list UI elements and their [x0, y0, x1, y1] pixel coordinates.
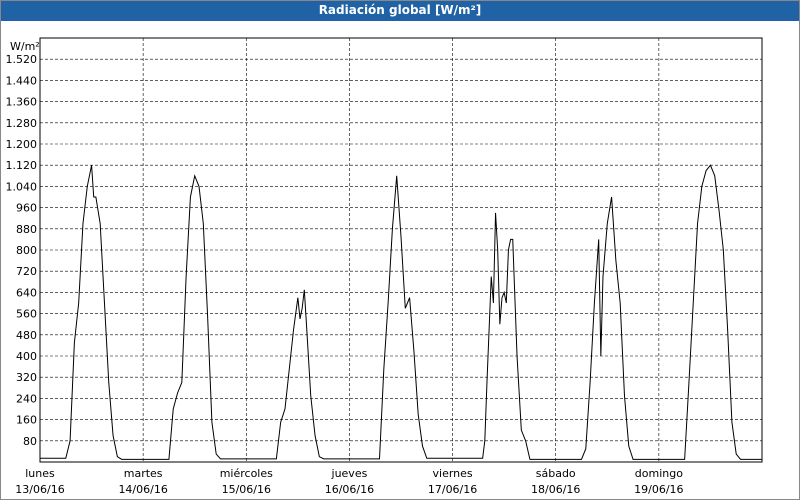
y-tick-label: 1.360 — [6, 96, 38, 109]
y-tick-label: 800 — [16, 244, 37, 257]
x-tick-date: 17/06/16 — [428, 483, 477, 496]
x-tick-label: jueves — [331, 467, 368, 480]
x-tick-date: 18/06/16 — [531, 483, 580, 496]
y-tick-label: 720 — [16, 265, 37, 278]
y-tick-label: 1.440 — [6, 74, 38, 87]
y-tick-label: 240 — [16, 392, 37, 405]
x-tick-label: sábado — [536, 467, 576, 480]
y-tick-label: 480 — [16, 329, 37, 342]
x-tick-label: martes — [124, 467, 163, 480]
y-tick-label: 1.200 — [6, 138, 38, 151]
y-tick-label: 160 — [16, 414, 37, 427]
y-tick-label: 960 — [16, 202, 37, 215]
chart-title: Radiación global [W/m²] — [319, 3, 482, 17]
y-tick-label: 1.040 — [6, 180, 38, 193]
title-bar — [0, 0, 800, 21]
y-tick-label: 560 — [16, 308, 37, 321]
y-unit-label: W/m² — [10, 40, 40, 53]
y-tick-label: 880 — [16, 223, 37, 236]
x-tick-date: 16/06/16 — [325, 483, 374, 496]
x-tick-date: 13/06/16 — [15, 483, 64, 496]
x-tick-label: viernes — [433, 467, 473, 480]
data-line — [40, 164, 762, 460]
y-tick-label: 320 — [16, 371, 37, 384]
y-tick-label: 400 — [16, 350, 37, 363]
x-tick-date: 19/06/16 — [634, 483, 683, 496]
y-tick-label: 1.120 — [6, 159, 38, 172]
x-tick-label: miércoles — [220, 467, 273, 480]
x-tick-label: lunes — [25, 467, 55, 480]
y-tick-label: 1.520 — [6, 53, 38, 66]
y-tick-label: 80 — [23, 435, 37, 448]
y-tick-label: 640 — [16, 286, 37, 299]
x-tick-label: domingo — [635, 467, 683, 480]
x-tick-date: 14/06/16 — [118, 483, 167, 496]
x-tick-date: 15/06/16 — [222, 483, 271, 496]
y-tick-label: 1.280 — [6, 117, 38, 130]
plot-frame — [39, 37, 763, 463]
